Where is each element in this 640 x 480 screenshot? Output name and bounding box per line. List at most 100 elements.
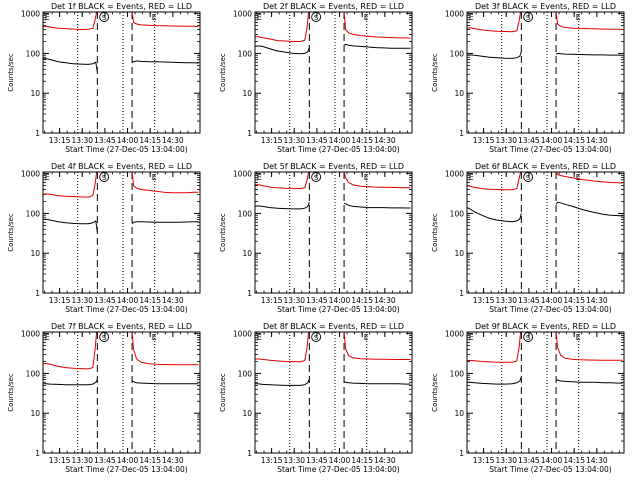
marker-e-start: E xyxy=(257,333,262,342)
series-events-line xyxy=(255,202,310,210)
y-tick-label: 100 xyxy=(26,369,41,378)
panel-title: Det 6f BLACK = Events, RED = LLD xyxy=(475,162,616,171)
series-lld-line-after-gap xyxy=(343,332,411,360)
series-lld-line-after-gap xyxy=(555,12,623,30)
y-tick-label: 100 xyxy=(450,369,465,378)
y-tick-label: 1 xyxy=(35,129,40,138)
x-tick-label: 14:00 xyxy=(117,136,139,145)
series-events-line xyxy=(467,377,522,385)
x-tick-label: 14:00 xyxy=(541,456,563,465)
x-tick-label: 13:15 xyxy=(49,136,71,145)
y-axis-label: Counts/sec xyxy=(7,373,15,412)
x-tick-label: 13:15 xyxy=(473,456,495,465)
x-tick-label: 13:45 xyxy=(94,456,116,465)
series-events-line-after-gap xyxy=(555,379,623,384)
x-tick-label: 14:15 xyxy=(351,296,373,305)
marker-e-start: E xyxy=(469,173,474,182)
y-tick-label: 1 xyxy=(459,289,464,298)
x-tick-label: 13:30 xyxy=(71,296,93,305)
y-axis-label: Counts/sec xyxy=(219,213,227,252)
series-events-line-after-gap xyxy=(343,381,411,385)
plot-frame xyxy=(466,171,625,294)
y-axis-label: Counts/sec xyxy=(7,53,15,92)
y-tick-label: 10 xyxy=(242,409,252,418)
y-tick-label: 100 xyxy=(26,209,41,218)
detector-panel-4: Det 4f BLACK = Events, RED = LLD 1 10 100 10… xyxy=(7,162,201,314)
y-axis-label: Counts/sec xyxy=(219,373,227,412)
series-lld-line-after-gap xyxy=(555,172,623,184)
marker-e-start: E xyxy=(257,173,262,182)
y-tick-label: 1 xyxy=(35,289,40,298)
plot-frame xyxy=(254,331,413,454)
panel-title: Det 5f BLACK = Events, RED = LLD xyxy=(263,162,404,171)
x-tick-label: 13:15 xyxy=(261,456,283,465)
y-tick-label: 100 xyxy=(238,369,253,378)
x-axis-label: Start Time (27-Dec-05 13:04:00) xyxy=(489,465,611,474)
detector-panel-3: Det 3f BLACK = Events, RED = LLD 1 10 100 10… xyxy=(431,2,625,154)
x-tick-label: 13:45 xyxy=(518,456,540,465)
series-lld-line xyxy=(255,12,310,42)
series-lld-line-after-gap xyxy=(131,172,199,194)
x-tick-label: 14:30 xyxy=(162,296,184,305)
x-axis-label: Start Time (27-Dec-05 13:04:00) xyxy=(65,145,187,154)
y-tick-label: 1000 xyxy=(233,10,252,19)
y-tick-label: 10 xyxy=(242,249,252,258)
marker-e-end: E xyxy=(152,173,157,182)
x-tick-label: 14:30 xyxy=(374,456,396,465)
y-tick-label: 1000 xyxy=(445,330,464,339)
panel-title: Det 7f BLACK = Events, RED = LLD xyxy=(51,322,192,331)
x-tick-label: 14:15 xyxy=(351,136,373,145)
series-events-line xyxy=(255,45,310,55)
x-tick-label: 14:30 xyxy=(162,136,184,145)
y-axis-label: Counts/sec xyxy=(431,373,439,412)
plot-frame xyxy=(466,11,625,134)
marker-e-end: E xyxy=(576,13,581,22)
x-axis-label: Start Time (27-Dec-05 13:04:00) xyxy=(277,305,399,314)
series-events-line-after-gap xyxy=(555,52,623,56)
x-tick-label: 14:00 xyxy=(541,136,563,145)
panel-title: Det 3f BLACK = Events, RED = LLD xyxy=(475,2,616,11)
marker-s: S xyxy=(314,334,319,342)
marker-e-end: E xyxy=(576,333,581,342)
x-tick-label: 13:45 xyxy=(94,136,116,145)
x-tick-label: 13:15 xyxy=(473,136,495,145)
marker-s: S xyxy=(526,14,531,22)
y-tick-label: 10 xyxy=(454,89,464,98)
x-tick-label: 13:30 xyxy=(283,296,305,305)
x-tick-label: 13:15 xyxy=(49,456,71,465)
panel-title: Det 9f BLACK = Events, RED = LLD xyxy=(475,322,616,331)
x-tick-label: 13:30 xyxy=(495,456,517,465)
y-tick-label: 10 xyxy=(30,409,40,418)
y-tick-label: 1000 xyxy=(21,330,40,339)
x-tick-label: 14:30 xyxy=(586,296,608,305)
series-events-line xyxy=(43,58,98,72)
x-tick-label: 13:30 xyxy=(495,136,517,145)
y-tick-label: 100 xyxy=(26,49,41,58)
detector-panel-9: Det 9f BLACK = Events, RED = LLD 1 10 100 10… xyxy=(431,322,625,474)
marker-e-end: E xyxy=(364,333,369,342)
series-events-line-after-gap xyxy=(131,221,199,225)
marker-e-end: E xyxy=(152,13,157,22)
detector-panel-6: Det 6f BLACK = Events, RED = LLD 1 10 100 10… xyxy=(431,162,625,314)
x-tick-label: 14:00 xyxy=(329,456,351,465)
y-tick-label: 1000 xyxy=(445,10,464,19)
marker-s: S xyxy=(102,334,107,342)
y-tick-label: 1 xyxy=(459,449,464,458)
x-tick-label: 14:15 xyxy=(139,136,161,145)
x-tick-label: 13:30 xyxy=(283,136,305,145)
series-events-line xyxy=(467,51,522,59)
x-tick-label: 13:45 xyxy=(306,456,328,465)
x-tick-label: 13:45 xyxy=(306,136,328,145)
series-lld-line-after-gap xyxy=(343,12,411,39)
series-lld-line-after-gap xyxy=(131,12,199,28)
y-tick-label: 1000 xyxy=(233,170,252,179)
series-lld-line-after-gap xyxy=(555,332,623,361)
marker-e-start: E xyxy=(469,13,474,22)
x-tick-label: 13:30 xyxy=(71,136,93,145)
x-tick-label: 14:00 xyxy=(117,296,139,305)
panel-title: Det 8f BLACK = Events, RED = LLD xyxy=(263,322,404,331)
series-events-line-after-gap xyxy=(555,201,623,217)
x-axis-label: Start Time (27-Dec-05 13:04:00) xyxy=(277,465,399,474)
x-tick-label: 13:15 xyxy=(49,296,71,305)
marker-e-end: E xyxy=(576,173,581,182)
